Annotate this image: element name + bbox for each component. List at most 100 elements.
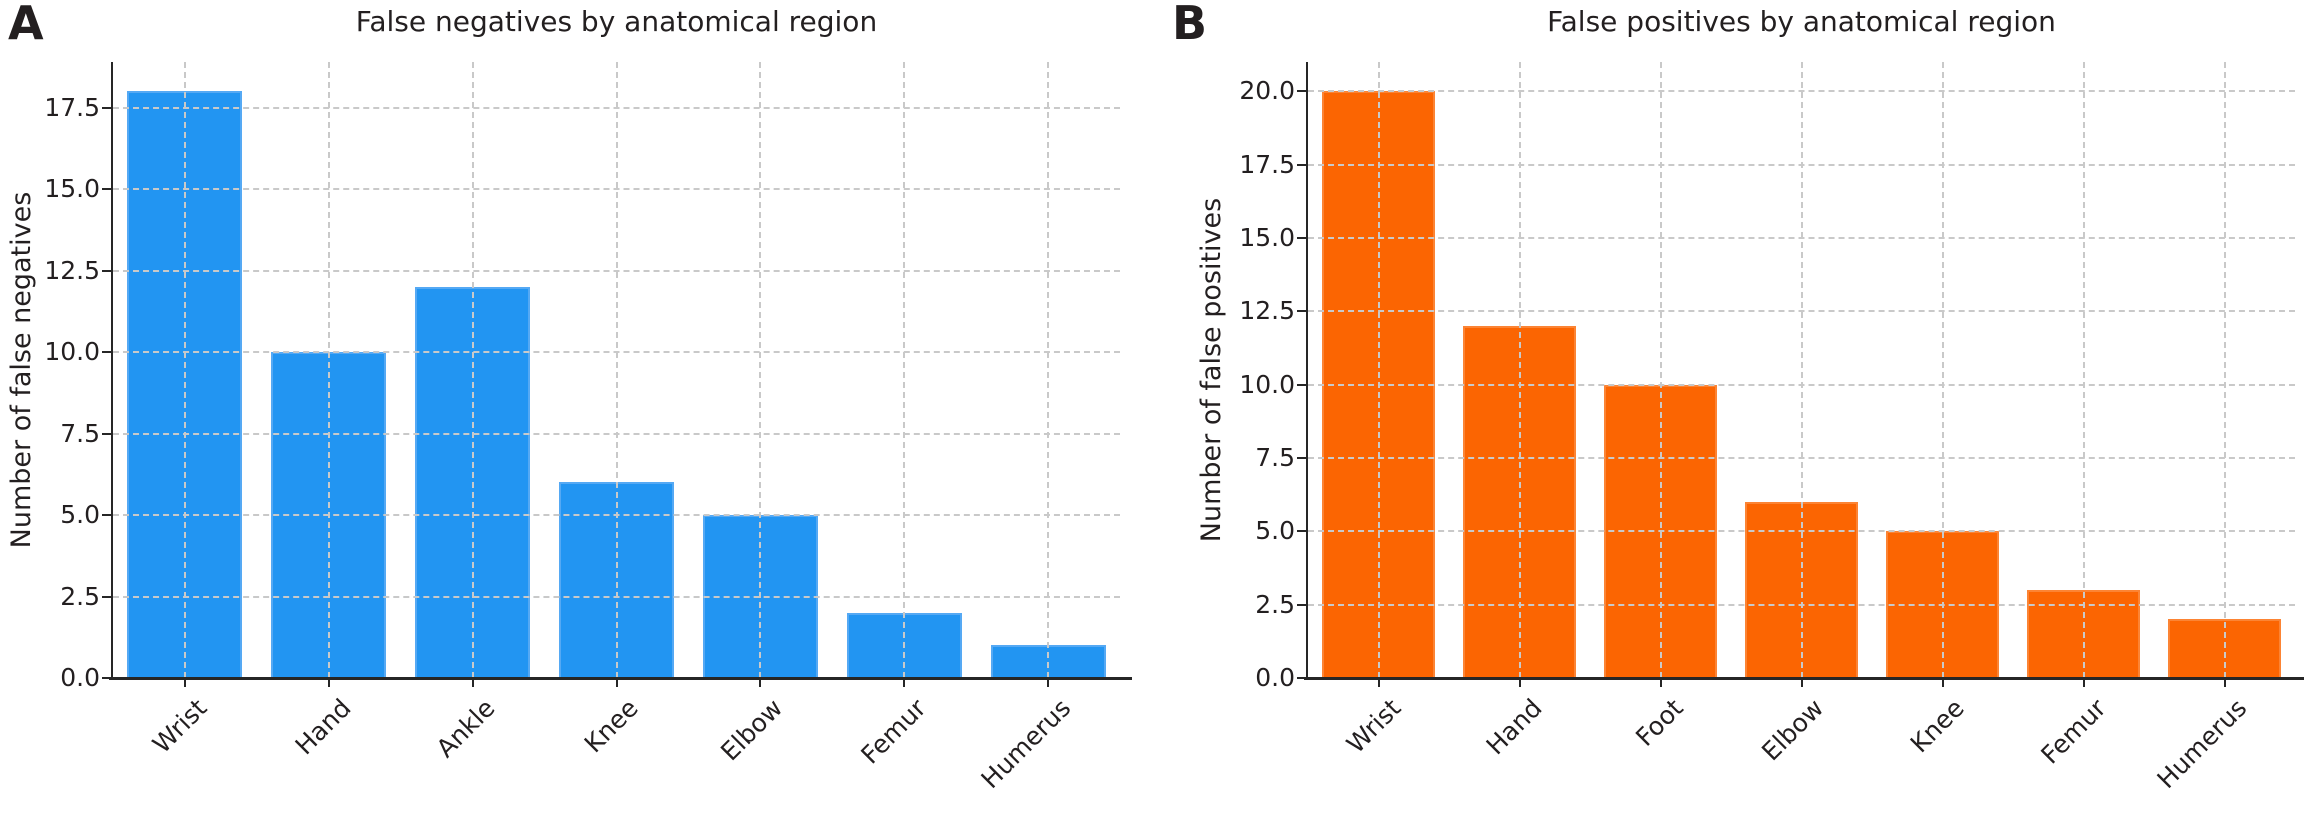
y-gridline	[113, 514, 1120, 517]
panel-label-b: B	[1172, 0, 1208, 50]
x-tick-mark	[327, 678, 330, 687]
y-tick-label: 7.5	[1255, 443, 1295, 472]
x-tick-label: Femur	[2035, 693, 2112, 770]
x-tick-mark	[1047, 678, 1050, 687]
y-gridline	[1308, 237, 2295, 239]
y-tick-mark	[1297, 383, 1306, 386]
y-tick-mark	[1297, 457, 1306, 459]
panel-label-a: A	[8, 0, 44, 50]
y-gridline	[113, 432, 1120, 435]
y-gridline	[1308, 530, 2295, 533]
y-tick-mark	[102, 514, 111, 517]
x-tick-label: Humerus	[2151, 693, 2253, 795]
y-tick-label: 0.0	[60, 663, 100, 692]
x-gridline	[1047, 62, 1050, 678]
y-tick-mark	[1297, 237, 1306, 239]
plot-area-b: 0.0 2.5 5.0 7.5 10.0 12.5 15.0 17.5 20.0 Wrist Han…	[1239, 62, 2304, 794]
x-tick-label: Knee	[579, 693, 645, 759]
y-tick-label: 5.0	[60, 500, 100, 530]
y-axis-spine	[1306, 62, 1308, 678]
x-tick-mark	[759, 678, 762, 687]
x-gridline	[1800, 62, 1803, 678]
y-tick-mark	[1297, 90, 1306, 93]
x-tick-label: Knee	[1905, 693, 1971, 759]
y-tick-label: 0.0	[1255, 663, 1295, 692]
x-gridline	[1659, 62, 1662, 678]
x-gridline	[903, 62, 906, 678]
y-gridline	[1308, 310, 2295, 313]
y-tick-mark	[102, 106, 111, 109]
y-gridline	[1308, 163, 2295, 166]
y-tick-label: 10.0	[44, 337, 100, 367]
y-tick-label: 15.0	[44, 174, 100, 204]
y-tick-label: 2.5	[60, 581, 100, 611]
x-axis-spine	[109, 677, 1132, 680]
y-gridline	[1308, 603, 2295, 606]
x-gridline	[1941, 62, 1944, 678]
y-tick-mark	[1297, 677, 1306, 679]
x-tick-mark	[903, 678, 906, 687]
y-axis-spine	[111, 62, 113, 678]
y-tick-label: 12.5	[1239, 296, 1295, 326]
y-gridline	[113, 351, 1120, 354]
x-gridline	[183, 62, 186, 678]
y-tick-mark	[102, 351, 111, 354]
plot-area-a: 0.0 2.5 5.0 7.5 10.0 12.5 15.0 17.5 Wrist Hand Ank…	[44, 62, 1132, 794]
y-tick-mark	[1297, 163, 1306, 166]
x-tick-mark	[615, 678, 618, 687]
x-tick-label: Elbow	[1756, 693, 1830, 767]
x-tick-mark	[183, 678, 186, 687]
x-tick-mark	[1377, 678, 1380, 687]
x-gridline	[1377, 62, 1380, 678]
y-tick-label: 7.5	[60, 418, 100, 448]
y-tick-mark	[102, 269, 111, 272]
x-tick-label: Foot	[1629, 693, 1689, 752]
y-tick-mark	[102, 595, 111, 598]
x-tick-mark	[1941, 678, 1944, 687]
y-tick-label: 10.0	[1239, 369, 1295, 399]
y-gridline	[1308, 383, 2295, 386]
x-tick-mark	[1659, 678, 1662, 687]
y-tick-label: 20.0	[1239, 76, 1295, 106]
x-tick-mark	[1800, 678, 1803, 687]
y-tick-label: 2.5	[1255, 589, 1295, 619]
y-tick-mark	[102, 432, 111, 435]
x-gridline	[759, 62, 762, 678]
x-gridline	[2223, 62, 2226, 678]
y-tick-mark	[1297, 310, 1306, 313]
x-tick-label: Hand	[1480, 693, 1548, 761]
panel-b: B False positives by anatomical region N…	[1152, 0, 2304, 815]
x-tick-mark	[471, 678, 474, 687]
chart-title-b: False positives by anatomical region	[1547, 5, 2056, 38]
y-tick-mark	[102, 677, 111, 679]
x-gridline	[471, 62, 474, 678]
y-gridline	[113, 106, 1120, 109]
x-tick-mark	[1518, 678, 1521, 687]
x-tick-label: Humerus	[975, 693, 1076, 795]
y-tick-label: 17.5	[44, 92, 100, 122]
y-tick-label: 15.0	[1239, 223, 1295, 252]
x-tick-mark	[2223, 678, 2226, 687]
y-gridline	[1308, 457, 2295, 459]
x-axis-spine	[1304, 677, 2304, 680]
x-tick-label: Wrist	[147, 693, 213, 759]
x-gridline	[1518, 62, 1521, 678]
x-gridline	[615, 62, 618, 678]
x-gridline	[2082, 62, 2085, 678]
y-tick-label: 12.5	[44, 255, 100, 285]
x-tick-label: Wrist	[1340, 693, 1407, 759]
x-tick-label: Elbow	[715, 693, 789, 767]
x-gridline	[327, 62, 330, 678]
y-gridline	[113, 269, 1120, 272]
y-gridline	[113, 188, 1120, 191]
y-tick-mark	[1297, 530, 1306, 533]
y-tick-label: 17.5	[1239, 149, 1295, 179]
x-tick-label: Ankle	[430, 693, 501, 764]
y-gridline	[1308, 90, 2295, 93]
x-tick-mark	[2082, 678, 2085, 687]
x-tick-label: Hand	[289, 693, 357, 761]
chart-title-a: False negatives by anatomical region	[355, 5, 878, 38]
y-tick-mark	[102, 188, 111, 191]
y-gridline	[113, 595, 1120, 598]
